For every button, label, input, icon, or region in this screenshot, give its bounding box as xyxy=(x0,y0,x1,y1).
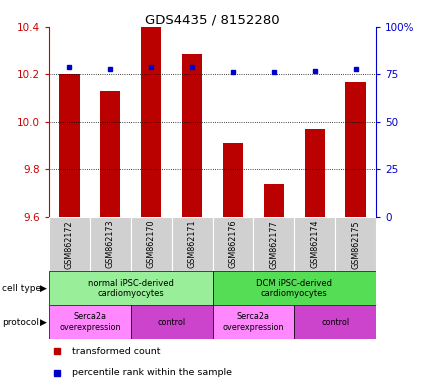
Bar xyxy=(212,217,253,271)
Text: control: control xyxy=(158,318,186,327)
Bar xyxy=(172,217,212,271)
Bar xyxy=(212,305,294,339)
Text: GSM862176: GSM862176 xyxy=(229,220,238,268)
Text: ▶: ▶ xyxy=(40,318,46,327)
Bar xyxy=(90,217,131,271)
Text: protocol: protocol xyxy=(2,318,39,327)
Text: DCM iPSC-derived
cardiomyocytes: DCM iPSC-derived cardiomyocytes xyxy=(256,279,332,298)
Bar xyxy=(141,27,162,217)
Bar xyxy=(294,305,376,339)
Bar xyxy=(305,129,325,217)
Bar xyxy=(212,271,376,305)
Bar xyxy=(49,271,212,305)
Bar xyxy=(264,184,284,217)
Bar xyxy=(59,74,79,217)
Text: normal iPSC-derived
cardiomyocytes: normal iPSC-derived cardiomyocytes xyxy=(88,279,174,298)
Text: transformed count: transformed count xyxy=(72,347,161,356)
Bar xyxy=(49,305,131,339)
Bar xyxy=(223,143,243,217)
Bar xyxy=(131,217,172,271)
Text: GSM862175: GSM862175 xyxy=(351,220,360,268)
Text: GSM862177: GSM862177 xyxy=(269,220,278,268)
Text: Serca2a
overexpression: Serca2a overexpression xyxy=(59,313,121,332)
Text: GSM862172: GSM862172 xyxy=(65,220,74,268)
Bar xyxy=(182,54,202,217)
Text: GSM862171: GSM862171 xyxy=(187,220,196,268)
Bar xyxy=(346,81,366,217)
Text: ▶: ▶ xyxy=(40,284,46,293)
Text: control: control xyxy=(321,318,349,327)
Bar xyxy=(335,217,376,271)
Text: GSM862170: GSM862170 xyxy=(147,220,156,268)
Bar xyxy=(100,91,120,217)
Text: percentile rank within the sample: percentile rank within the sample xyxy=(72,368,232,377)
Bar xyxy=(49,217,90,271)
Text: Serca2a
overexpression: Serca2a overexpression xyxy=(223,313,284,332)
Bar xyxy=(294,217,335,271)
Bar xyxy=(131,305,212,339)
Bar xyxy=(253,217,294,271)
Text: GDS4435 / 8152280: GDS4435 / 8152280 xyxy=(145,13,280,26)
Text: GSM862173: GSM862173 xyxy=(106,220,115,268)
Text: cell type: cell type xyxy=(2,284,41,293)
Text: GSM862174: GSM862174 xyxy=(310,220,319,268)
